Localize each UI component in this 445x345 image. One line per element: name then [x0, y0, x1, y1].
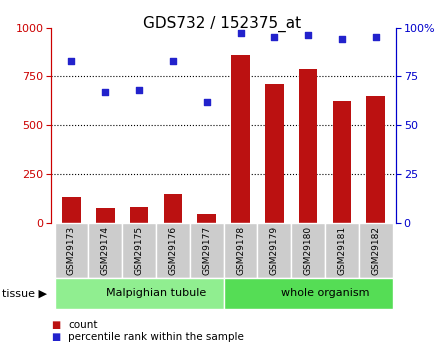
- Point: [237, 31, 244, 36]
- Bar: [224, 278, 392, 309]
- Bar: [291, 223, 325, 278]
- Point: [271, 34, 278, 40]
- Bar: [224, 223, 257, 278]
- Text: GSM29176: GSM29176: [168, 226, 178, 275]
- Bar: [55, 223, 89, 278]
- Bar: [257, 223, 291, 278]
- Text: GSM29174: GSM29174: [101, 226, 110, 275]
- Point: [102, 89, 109, 95]
- Bar: [55, 278, 224, 309]
- Bar: [359, 223, 392, 278]
- Text: ■: ■: [51, 320, 61, 330]
- Text: Malpighian tubule: Malpighian tubule: [106, 288, 206, 298]
- Bar: [130, 207, 148, 223]
- Text: GSM29181: GSM29181: [337, 226, 347, 275]
- Text: GSM29177: GSM29177: [202, 226, 211, 275]
- Text: GDS732 / 152375_at: GDS732 / 152375_at: [143, 16, 302, 32]
- Bar: [299, 69, 317, 223]
- Point: [68, 58, 75, 63]
- Text: GSM29173: GSM29173: [67, 226, 76, 275]
- Point: [304, 33, 311, 38]
- Bar: [89, 223, 122, 278]
- Text: GSM29179: GSM29179: [270, 226, 279, 275]
- Bar: [265, 84, 283, 223]
- Point: [338, 37, 345, 42]
- Point: [170, 58, 177, 63]
- Text: percentile rank within the sample: percentile rank within the sample: [68, 333, 244, 342]
- Text: ■: ■: [51, 333, 61, 342]
- Bar: [333, 101, 351, 223]
- Bar: [164, 194, 182, 223]
- Text: whole organism: whole organism: [281, 288, 369, 298]
- Bar: [156, 223, 190, 278]
- Bar: [122, 223, 156, 278]
- Text: GSM29180: GSM29180: [303, 226, 313, 275]
- Point: [136, 87, 143, 93]
- Bar: [325, 223, 359, 278]
- Text: GSM29178: GSM29178: [236, 226, 245, 275]
- Text: GSM29175: GSM29175: [134, 226, 144, 275]
- Bar: [96, 208, 114, 223]
- Bar: [198, 214, 216, 223]
- Point: [203, 99, 210, 105]
- Text: tissue ▶: tissue ▶: [2, 289, 47, 299]
- Point: [372, 34, 379, 40]
- Bar: [62, 197, 81, 223]
- Bar: [190, 223, 224, 278]
- Text: GSM29182: GSM29182: [371, 226, 380, 275]
- Bar: [231, 55, 250, 223]
- Bar: [367, 96, 385, 223]
- Text: count: count: [68, 320, 97, 330]
